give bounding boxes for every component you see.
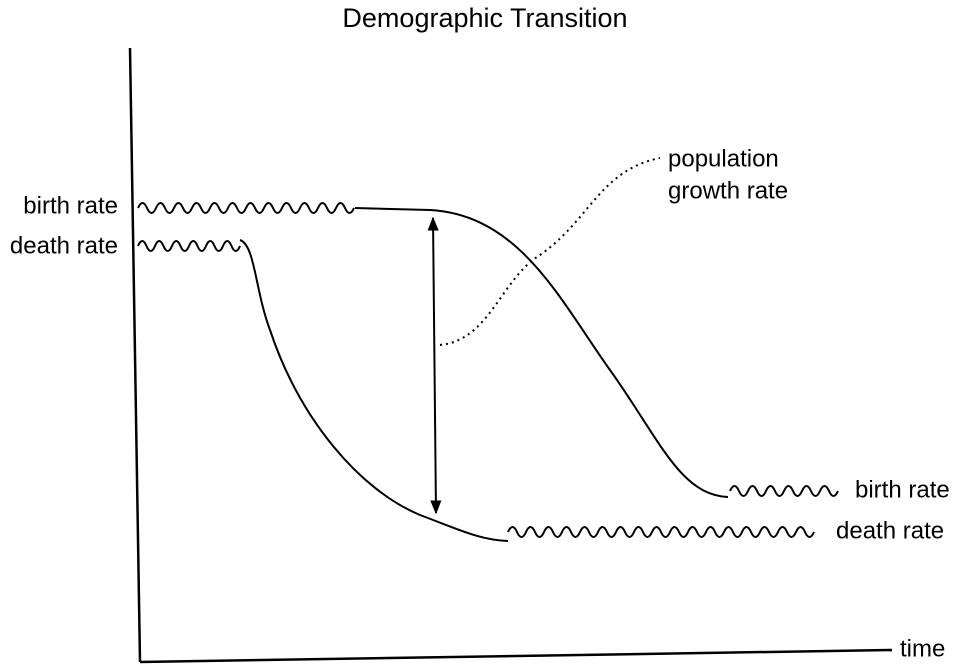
label: population <box>668 145 779 172</box>
birth-rate-wave-end <box>729 485 839 497</box>
label: birth rate <box>855 476 950 503</box>
label: death rate <box>10 232 118 259</box>
title: Demographic Transition <box>342 3 627 33</box>
label: death rate <box>836 517 944 544</box>
birth-rate-wave-start <box>137 202 355 214</box>
death-rate-curve <box>239 239 509 542</box>
gap-arrow <box>427 216 442 515</box>
population-growth-curve <box>439 157 661 346</box>
death-rate-wave-start <box>137 240 241 252</box>
x-axis <box>139 648 893 664</box>
death-rate-wave-end <box>507 526 815 538</box>
birth-rate-curve <box>354 207 729 498</box>
label: birth rate <box>23 192 118 219</box>
label: growth rate <box>668 177 788 204</box>
axis-label: time <box>900 635 945 662</box>
y-axis <box>128 47 142 663</box>
